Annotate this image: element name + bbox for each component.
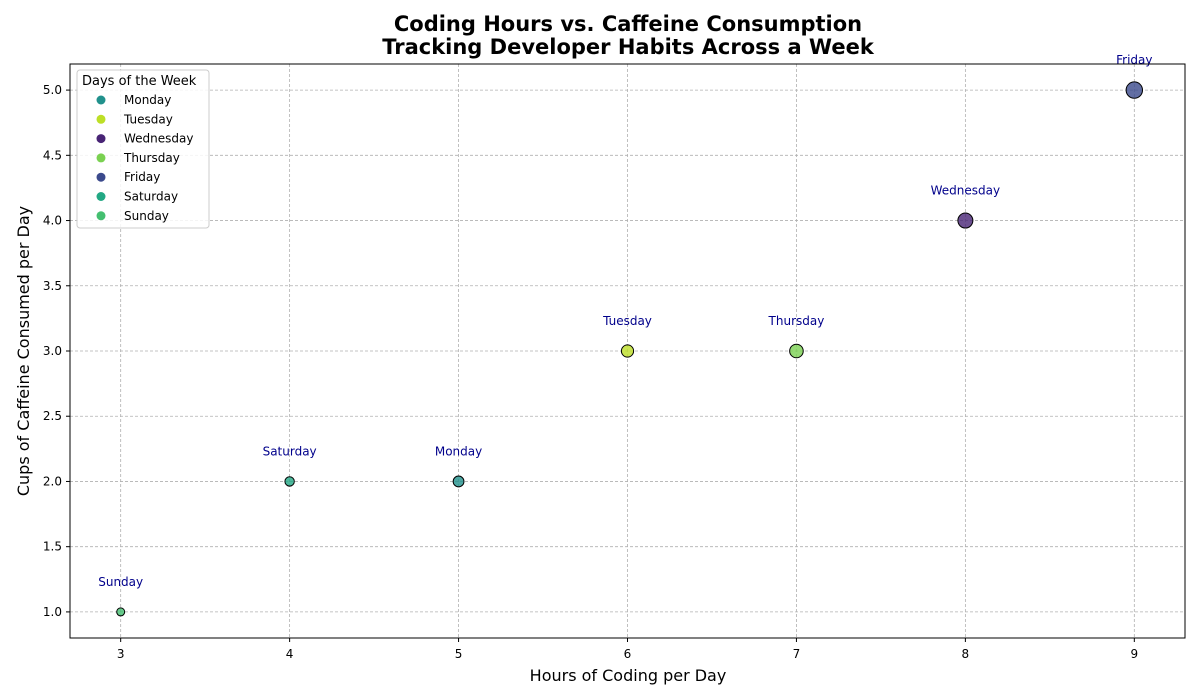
- chart-subtitle: Tracking Developer Habits Across a Week: [382, 35, 875, 59]
- plot-area-frame: [69, 63, 1186, 639]
- y-tick-label: 4.5: [43, 148, 62, 162]
- x-tick-label: 9: [1130, 647, 1138, 661]
- legend-items: Monday Tuesday Wednesday Thursday Friday Satu…: [96, 93, 193, 223]
- data-point-thursday: [789, 343, 804, 359]
- data-point-friday: [1125, 81, 1144, 99]
- axis-ticks: 3 4 5 6 7 8 9 1.0 1.5 2.0 2.5 3.0 3.5 4.0 4.5 5.0: [43, 83, 1138, 661]
- data-point-monday: [452, 475, 465, 488]
- y-tick-label: 1.0: [43, 605, 62, 619]
- legend-marker-wednesday: [96, 134, 106, 144]
- x-tick-label: 8: [962, 647, 970, 661]
- legend-label-tuesday: Tuesday: [123, 112, 173, 126]
- legend: Days of the Week Monday Tuesday Wednesday T…: [76, 69, 210, 229]
- legend-marker-sunday: [96, 211, 106, 221]
- y-tick-label: 1.5: [43, 540, 62, 554]
- point-label-tuesday: Tuesday: [602, 314, 652, 328]
- x-axis-label: Hours of Coding per Day: [530, 666, 727, 685]
- point-label-monday: Monday: [435, 444, 482, 458]
- point-label-sunday: Sunday: [98, 575, 143, 589]
- legend-label-thursday: Thursday: [123, 151, 180, 165]
- legend-marker-tuesday: [96, 114, 106, 124]
- grid-lines: [70, 64, 1185, 638]
- data-points: [116, 81, 1144, 617]
- x-tick-label: 3: [117, 647, 125, 661]
- data-point-wednesday: [957, 212, 974, 229]
- legend-label-wednesday: Wednesday: [124, 132, 193, 146]
- legend-label-sunday: Sunday: [124, 209, 169, 223]
- legend-marker-thursday: [96, 153, 106, 163]
- legend-title: Days of the Week: [82, 74, 197, 89]
- data-point-saturday: [284, 476, 295, 487]
- legend-box: [76, 69, 210, 229]
- y-axis-label: Cups of Caffeine Consumed per Day: [14, 206, 33, 496]
- legend-marker-friday: [96, 172, 106, 182]
- legend-label-friday: Friday: [124, 170, 160, 184]
- point-labels: Monday Tuesday Wednesday Thursday Friday Satu…: [98, 53, 1152, 589]
- y-tick-label: 3.0: [43, 344, 62, 358]
- point-label-saturday: Saturday: [263, 444, 317, 458]
- point-label-friday: Friday: [1116, 53, 1152, 67]
- legend-marker-saturday: [96, 192, 106, 201]
- point-label-thursday: Thursday: [768, 314, 825, 328]
- y-tick-label: 3.5: [43, 279, 62, 293]
- y-tick-label: 4.0: [43, 214, 62, 228]
- point-label-wednesday: Wednesday: [931, 184, 1000, 198]
- chart-title: Coding Hours vs. Caffeine Consumption: [394, 12, 862, 36]
- legend-label-saturday: Saturday: [124, 190, 178, 204]
- legend-label-monday: Monday: [124, 93, 171, 107]
- x-tick-label: 4: [286, 647, 294, 661]
- x-tick-label: 7: [793, 647, 801, 661]
- data-point-sunday: [116, 607, 126, 617]
- y-tick-label: 2.0: [43, 474, 62, 488]
- x-tick-label: 5: [455, 647, 463, 661]
- x-tick-label: 6: [624, 647, 632, 661]
- y-tick-label: 5.0: [43, 83, 62, 97]
- y-tick-label: 2.5: [43, 409, 62, 423]
- data-point-tuesday: [620, 344, 635, 358]
- legend-marker-monday: [96, 95, 106, 105]
